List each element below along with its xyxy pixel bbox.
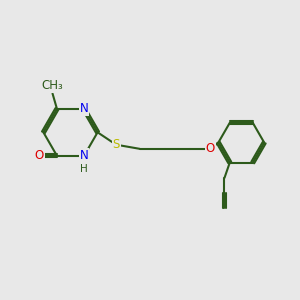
Text: S: S [112, 138, 120, 151]
Text: O: O [35, 149, 44, 162]
Text: CH₃: CH₃ [42, 79, 63, 92]
Text: H: H [80, 164, 87, 174]
Text: O: O [206, 142, 215, 155]
Text: N: N [80, 149, 88, 162]
Text: N: N [80, 102, 88, 116]
